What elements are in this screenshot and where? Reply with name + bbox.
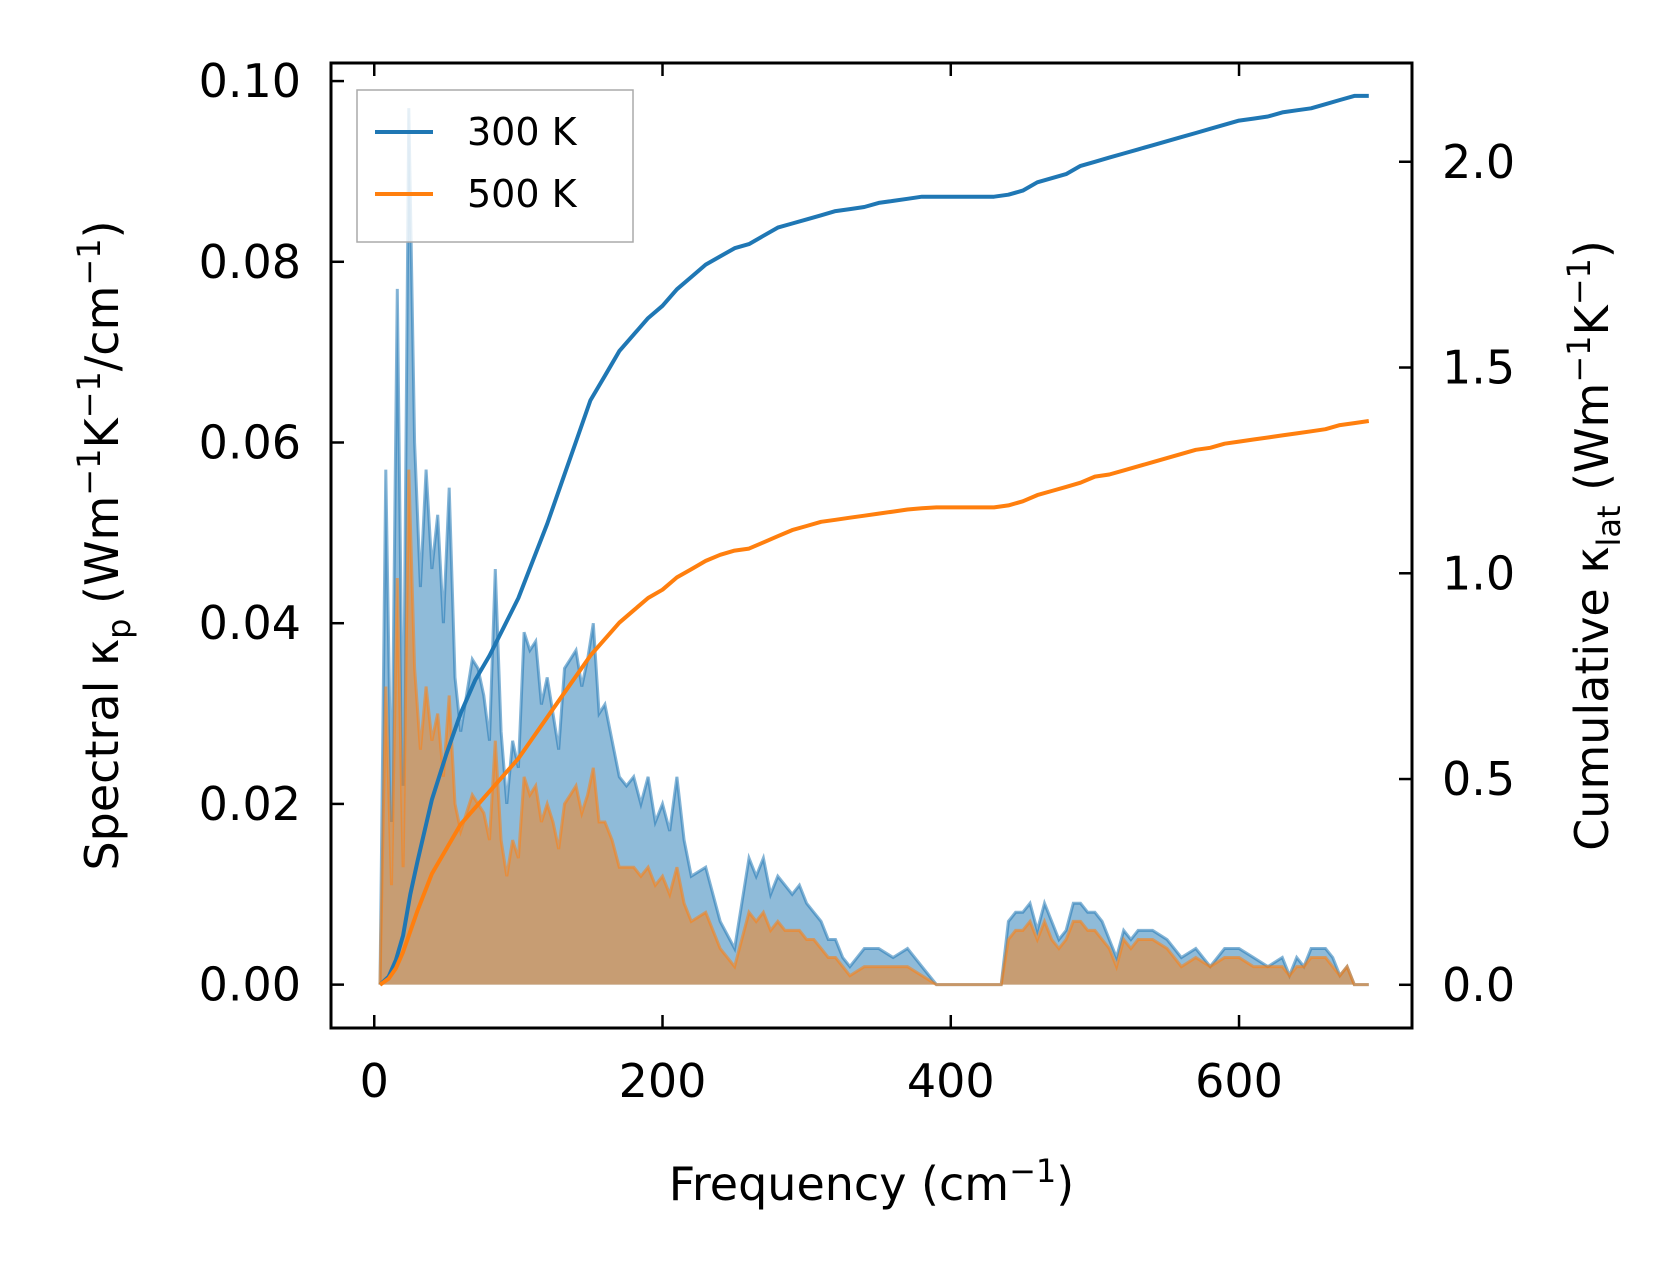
- y-left-tick-label: 0.02: [199, 777, 301, 831]
- spectral-outline-500k: [378, 469, 1369, 987]
- spectral-outline-300k: [378, 108, 1369, 987]
- cumulative-line-layer: [378, 93, 1370, 987]
- y-right-tick-label: 1.5: [1442, 341, 1515, 395]
- y-left-tick-label: 0.06: [199, 415, 301, 469]
- legend-box: [356, 89, 634, 243]
- y-right-tick-label: 2.0: [1442, 135, 1515, 189]
- spectral-area-500k: [380, 469, 1369, 985]
- y-left-tick-label: 0.08: [199, 235, 301, 289]
- left-y-axis-title: Spectral κp (Wm−1K−1/cm−1): [70, 220, 138, 870]
- x-tick-label: 400: [907, 1054, 995, 1108]
- plot-frame: [329, 61, 1414, 1030]
- x-axis-title: Frequency (cm−1): [669, 1152, 1074, 1211]
- cumulative-line-500k: [378, 419, 1370, 987]
- y-left-tick-label: 0.04: [199, 596, 301, 650]
- y-right-tick-label: 1.0: [1442, 546, 1515, 600]
- y-left-tick-label: 0.10: [199, 54, 301, 108]
- y-left-tick-label: 0.00: [199, 958, 301, 1012]
- legend: 300 K 500 K: [356, 89, 634, 243]
- tick-layer: 0 200 400 600 0.00 0.02 0.04 0.06 0.08 0.10 0.0 0.5…: [199, 54, 1516, 1108]
- x-tick-label: 0: [360, 1054, 389, 1108]
- x-tick-label: 200: [619, 1054, 707, 1108]
- y-right-tick-label: 0.0: [1442, 958, 1515, 1012]
- legend-label-500k: 500 K: [467, 172, 578, 216]
- right-y-axis-title: Cumulative κlat (Wm−1K−1): [1560, 240, 1628, 851]
- spectral-fill-layer: [378, 108, 1369, 987]
- legend-label-300k: 300 K: [467, 110, 578, 154]
- cumulative-line-300k: [378, 93, 1369, 987]
- x-tick-label: 600: [1195, 1054, 1283, 1108]
- y-right-tick-label: 0.5: [1442, 752, 1515, 806]
